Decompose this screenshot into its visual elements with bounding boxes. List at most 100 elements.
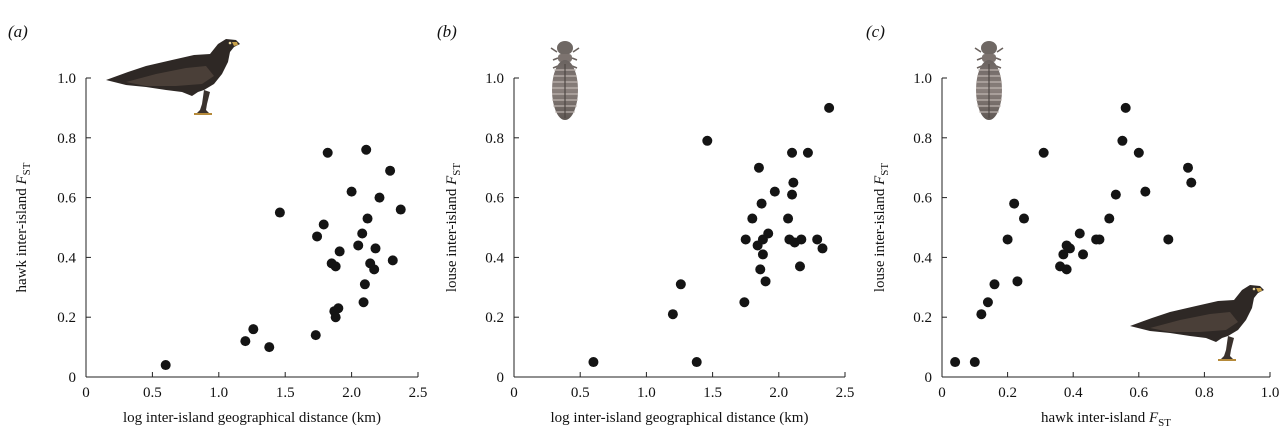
panel-label: (a) bbox=[8, 22, 28, 41]
data-point bbox=[357, 228, 368, 239]
data-point bbox=[330, 312, 341, 323]
x-tick-label: 0.8 bbox=[1195, 385, 1214, 401]
data-point bbox=[369, 264, 380, 275]
data-point bbox=[667, 309, 678, 320]
data-point bbox=[334, 246, 345, 257]
data-point bbox=[802, 147, 813, 158]
data-point bbox=[358, 297, 369, 308]
data-point bbox=[1183, 162, 1193, 173]
louse-illustration bbox=[550, 40, 580, 121]
y-tick-label: 0.6 bbox=[57, 191, 76, 207]
data-point bbox=[330, 261, 341, 272]
data-point bbox=[756, 198, 767, 209]
x-tick-label: 0.6 bbox=[1129, 385, 1148, 401]
y-tick-label: 0.4 bbox=[485, 250, 504, 266]
y-axis-label: louse inter-island FST bbox=[872, 163, 891, 292]
y-tick-label: 0.8 bbox=[913, 131, 932, 147]
y-tick-label: 0.2 bbox=[485, 310, 504, 326]
data-point bbox=[1012, 276, 1023, 287]
data-point bbox=[675, 279, 686, 290]
data-point bbox=[691, 357, 702, 368]
data-point bbox=[796, 234, 807, 245]
data-point bbox=[969, 357, 980, 368]
data-point bbox=[1094, 234, 1105, 245]
x-tick-label: 0.5 bbox=[143, 385, 162, 401]
data-point bbox=[769, 186, 780, 197]
data-point bbox=[812, 234, 823, 245]
x-tick-label: 0.5 bbox=[571, 385, 590, 401]
data-point bbox=[1133, 147, 1144, 158]
data-point bbox=[1019, 213, 1029, 224]
x-tick-label: 0.4 bbox=[1064, 385, 1083, 401]
data-point bbox=[310, 330, 321, 341]
data-point bbox=[240, 336, 251, 347]
panel-label: (b) bbox=[437, 22, 457, 41]
data-point bbox=[346, 186, 357, 197]
data-point bbox=[1038, 147, 1049, 158]
data-point bbox=[757, 249, 768, 260]
data-point bbox=[1186, 177, 1197, 188]
data-point bbox=[783, 213, 794, 224]
data-point bbox=[1061, 264, 1072, 275]
data-point bbox=[160, 360, 171, 371]
x-tick-label: 1.0 bbox=[1261, 385, 1280, 401]
data-point bbox=[359, 279, 370, 290]
x-axis-label: hawk inter-island FST bbox=[1041, 410, 1171, 429]
y-tick-label: 1.0 bbox=[485, 71, 504, 87]
x-tick-label: 0 bbox=[510, 385, 518, 401]
y-axis-label: louse inter-island FST bbox=[444, 163, 463, 292]
data-point bbox=[817, 243, 828, 254]
x-tick-label: 0 bbox=[938, 385, 946, 401]
data-point bbox=[333, 303, 344, 314]
data-point bbox=[274, 207, 285, 218]
data-point bbox=[702, 135, 713, 146]
data-point bbox=[385, 165, 396, 176]
data-point bbox=[588, 357, 599, 368]
x-tick-label: 1.5 bbox=[276, 385, 295, 401]
data-point bbox=[1140, 186, 1151, 197]
data-point bbox=[739, 297, 750, 308]
y-tick-label: 1.0 bbox=[57, 71, 76, 87]
data-point bbox=[824, 102, 835, 113]
data-point bbox=[1163, 234, 1174, 245]
data-point bbox=[395, 204, 406, 215]
data-point bbox=[1002, 234, 1013, 245]
panel-b: 0 0.5 1.0 1.5 2.0 2.5 0 0.2 0.4 0.6 0.8 1.0 log inte… bbox=[437, 22, 854, 426]
data-point bbox=[312, 231, 323, 242]
data-point bbox=[1120, 102, 1131, 113]
data-point bbox=[787, 147, 798, 158]
data-point bbox=[763, 228, 774, 239]
y-tick-label: 0.4 bbox=[913, 250, 932, 266]
data-point bbox=[755, 264, 766, 275]
x-tick-label: 0 bbox=[82, 385, 90, 401]
data-point bbox=[370, 243, 381, 254]
x-axis-label: log inter-island geographical distance (… bbox=[123, 410, 381, 426]
data-point bbox=[976, 309, 987, 320]
data-point bbox=[1009, 198, 1020, 209]
panel-a: 0 0.5 1.0 1.5 2.0 2.5 0 0.2 0.4 0.6 0.8 1.0 log inte… bbox=[8, 22, 427, 426]
y-tick-label: 0.2 bbox=[57, 310, 76, 326]
y-tick-label: 1.0 bbox=[913, 71, 932, 87]
data-point bbox=[362, 213, 373, 224]
data-point bbox=[1058, 249, 1069, 260]
data-point bbox=[318, 219, 329, 230]
data-point bbox=[361, 144, 372, 155]
x-tick-label: 2.5 bbox=[409, 385, 428, 401]
x-axis-label: log inter-island geographical distance (… bbox=[551, 410, 809, 426]
data-point bbox=[747, 213, 758, 224]
x-tick-label: 2.0 bbox=[342, 385, 361, 401]
data-point bbox=[787, 189, 798, 200]
y-axis-label: hawk inter-island FST bbox=[14, 162, 33, 292]
data-point bbox=[989, 279, 1000, 290]
data-point bbox=[264, 342, 275, 353]
panel-label: (c) bbox=[866, 22, 885, 41]
y-tick-label: 0.6 bbox=[485, 191, 504, 207]
data-point bbox=[950, 357, 961, 368]
data-point bbox=[788, 177, 799, 188]
y-tick-label: 0.8 bbox=[57, 131, 76, 147]
data-point bbox=[1110, 189, 1121, 200]
y-tick-label: 0.2 bbox=[913, 310, 932, 326]
x-tick-label: 2.5 bbox=[836, 385, 855, 401]
data-point bbox=[322, 147, 333, 158]
